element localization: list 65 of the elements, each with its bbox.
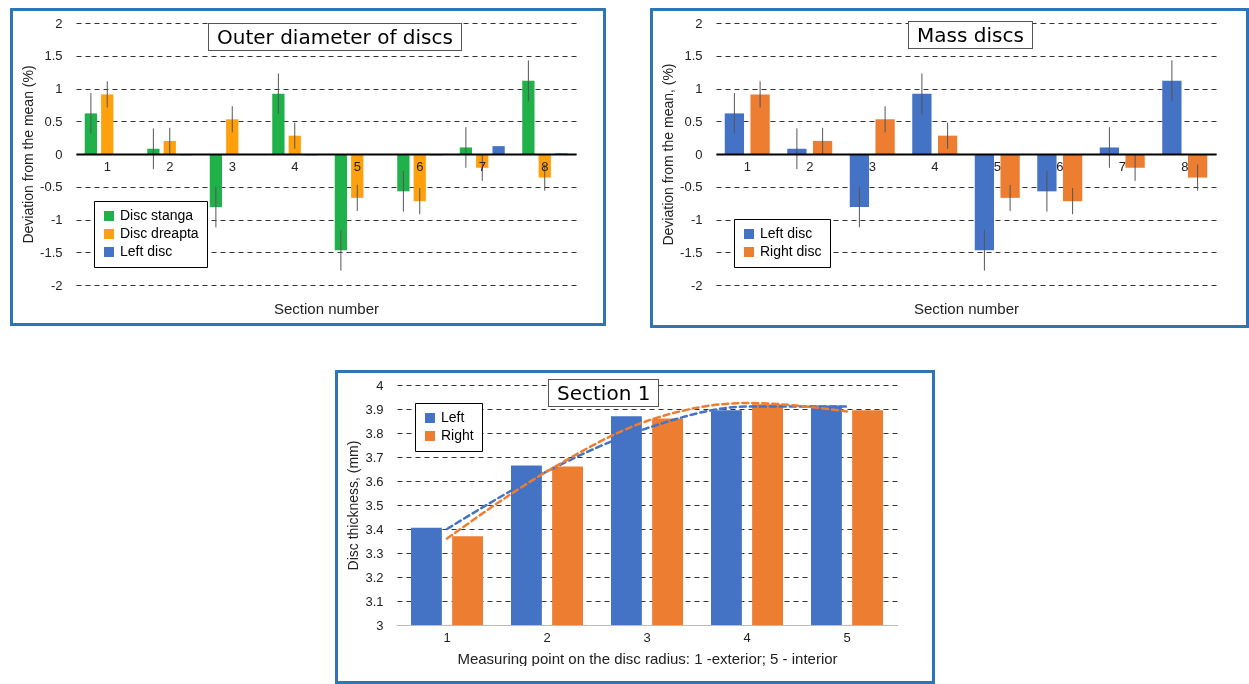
y-tick-label: 2 [695,15,703,31]
y-tick-label: 3.1 [365,593,384,609]
x-axis-title: Section number [913,299,1020,317]
y-tick-label: 3.6 [365,473,384,489]
y-tick-label: -0.5 [40,179,63,195]
x-tick-label: 6 [1056,158,1064,174]
y-tick-label: 3.9 [365,401,384,417]
y-tick-label: -1.5 [40,244,63,260]
y-tick-label: -0.5 [680,179,703,195]
x-tick-label: 2 [543,629,551,645]
x-tick-label: 3 [643,629,651,645]
y-tick-label: 4 [376,377,384,393]
y-tick-label: -2 [690,277,703,293]
legend-label: Disc dreapta [120,225,199,241]
x-tick-label: 4 [291,158,299,174]
chart-title: Mass discs [908,21,1033,49]
x-tick-label: 5 [993,158,1001,174]
x-tick-label: 2 [166,158,174,174]
legend-label: Left disc [120,243,173,259]
x-tick-label: 7 [1118,158,1126,174]
x-tick-label: 3 [868,158,876,174]
y-tick-label: -1 [690,212,703,227]
y-tick-label: 1.5 [44,48,63,64]
legend-label: Left [441,409,465,425]
chart-title: Outer diameter of discs [208,23,462,51]
x-tick-label: 1 [443,629,451,645]
x-axis-title: Measuring point on the disc radius: 1 -exterior; 5 - interior [457,649,838,667]
y-tick-label: -2 [50,277,63,293]
y-tick-label: 3 [376,617,384,633]
y-tick-label: 3.7 [365,449,384,465]
x-tick-label: 5 [353,158,361,174]
y-tick-label: 0 [695,146,703,162]
y-tick-label: 1.5 [684,48,703,64]
x-tick-label: 6 [416,158,424,174]
x-tick-label: 5 [843,629,851,645]
y-tick-label: 3.4 [365,521,384,537]
y-tick-label: 1 [55,81,63,96]
y-axis-title: Deviation from the mean, (%) [660,63,677,246]
y-tick-label: 2 [55,15,63,31]
x-tick-label: 2 [806,158,814,174]
x-axis-title: Section number [273,299,380,317]
x-tick-label: 8 [541,158,549,174]
legend-label: Right [441,427,474,443]
y-tick-label: 3.3 [365,545,384,561]
y-axis-title: Deviation from the mean (%) [20,65,37,244]
y-tick-label: 0 [55,146,63,162]
y-tick-label: 0.5 [44,113,63,129]
x-tick-label: 1 [743,158,751,174]
legend-label: Left disc [760,225,813,241]
y-tick-label: 3.8 [365,425,384,441]
x-tick-label: 1 [103,158,111,174]
x-tick-label: 4 [931,158,939,174]
y-axis-title: Disc thickness, (mm) [345,440,362,571]
chart-title: Section 1 [548,379,660,407]
y-tick-label: 3.2 [365,569,384,585]
legend-label: Right disc [760,243,822,259]
y-tick-label: 3.5 [365,497,384,513]
legend-label: Disc stanga [120,207,194,223]
y-tick-label: 1 [695,81,703,96]
y-tick-label: -1.5 [680,244,703,260]
x-tick-label: 3 [228,158,236,174]
y-tick-label: -1 [50,212,63,227]
x-tick-label: 4 [743,629,751,645]
x-tick-label: 8 [1181,158,1189,174]
y-tick-label: 0.5 [684,113,703,129]
